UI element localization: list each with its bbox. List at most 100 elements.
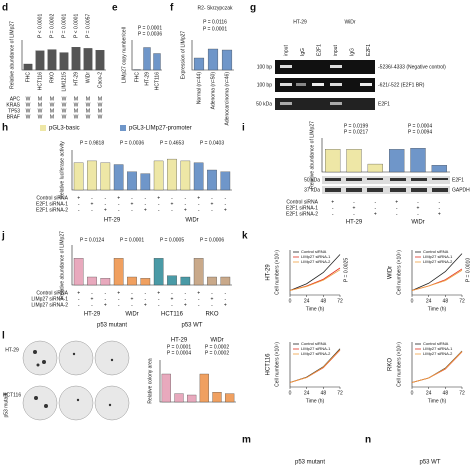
- axis: [159, 360, 236, 403]
- sign: -: [118, 207, 120, 213]
- marker: 100 bp: [257, 64, 273, 70]
- marker: 100 bp: [257, 82, 273, 88]
- sign: -: [91, 302, 93, 308]
- bar: [174, 393, 184, 403]
- status: W: [98, 114, 103, 120]
- sign: +: [184, 302, 187, 308]
- p-value: P = 0.0002: [205, 344, 229, 350]
- category: Caco-2: [97, 72, 103, 88]
- p-value: P = 0.0199: [344, 123, 368, 129]
- row-label: E2F1 siRNA-2: [286, 211, 318, 217]
- line: [411, 269, 463, 291]
- group: WiDr: [185, 218, 198, 224]
- sign: -: [104, 201, 106, 207]
- bar: [71, 47, 81, 71]
- sign: -: [78, 302, 80, 308]
- cell-line: HT-29: [293, 19, 307, 25]
- sign: -: [91, 195, 93, 201]
- p-value: P = 0.0001: [203, 26, 227, 32]
- sign: -: [224, 296, 226, 302]
- marker: 50 kDa: [256, 101, 272, 107]
- group: HT-29: [84, 312, 101, 318]
- legend-label: LIMp27 siRNA-2: [301, 351, 331, 356]
- x-tick-label: 24: [304, 390, 310, 396]
- sign: -: [131, 290, 133, 296]
- sign: -: [144, 290, 146, 296]
- sign: +: [91, 296, 94, 302]
- gene: BRAF: [7, 114, 20, 120]
- group: WiDr: [411, 220, 424, 226]
- p-value: P = 0.0002: [49, 14, 55, 38]
- sign: -: [184, 290, 186, 296]
- axis-label: Time (h): [306, 398, 325, 404]
- status: M: [86, 96, 90, 102]
- p-value: P = 0.0006: [200, 237, 224, 243]
- group: HT-29: [346, 220, 363, 226]
- sign: +: [224, 302, 227, 308]
- status: W: [26, 96, 31, 102]
- marker: 50 kDa: [304, 177, 320, 183]
- sign: -: [104, 195, 106, 201]
- x-tick-label: 24: [426, 298, 432, 304]
- lane: E2F1: [366, 44, 372, 56]
- sign: -: [224, 201, 226, 207]
- p-value: P = 0.0001: [61, 14, 67, 38]
- sign: +: [131, 201, 134, 207]
- sign: +: [224, 207, 227, 213]
- sign: +: [117, 195, 120, 201]
- x-tick-label: 72: [459, 390, 465, 396]
- sign: -: [104, 296, 106, 302]
- sign: +: [197, 195, 200, 201]
- bar: [212, 392, 222, 403]
- panel-label: k: [242, 231, 248, 242]
- x-tick-label: 48: [443, 390, 449, 396]
- axis: [321, 138, 450, 173]
- sign: -: [171, 195, 173, 201]
- sign: +: [77, 195, 80, 201]
- x-tick-label: 0: [411, 298, 414, 304]
- sign: +: [417, 205, 420, 211]
- sign: +: [438, 211, 441, 217]
- cell-line: HT-29: [5, 347, 19, 353]
- sign: -: [91, 290, 93, 296]
- sign: -: [104, 290, 106, 296]
- p-value: P = 0.0010: [465, 258, 471, 282]
- p-value: P = 0.0217: [344, 129, 368, 135]
- p-value: P = 0.0036: [138, 31, 162, 37]
- bar: [113, 258, 124, 286]
- bar: [83, 48, 93, 71]
- category: FHC: [25, 72, 31, 83]
- bar: [127, 276, 137, 286]
- bar: [207, 276, 217, 286]
- band-label: -5236/-4333 (Negative control): [378, 64, 446, 70]
- panel-label: m: [242, 435, 251, 446]
- x-tick-label: 48: [443, 298, 449, 304]
- category: Adenocarcinoma (n=46): [224, 72, 230, 126]
- row-label: Control siRNA: [36, 290, 68, 296]
- bar: [100, 162, 111, 191]
- status: W: [38, 108, 43, 114]
- axis-label: LIMp27 copy number/cell: [121, 27, 127, 83]
- axis-label: Relative abundance of LIMp27: [59, 231, 65, 299]
- bar: [87, 160, 97, 191]
- x-tick-label: 72: [459, 298, 465, 304]
- sign: -: [144, 201, 146, 207]
- title: R2- Skrzypczak: [197, 5, 233, 11]
- panel-label: h: [2, 123, 8, 134]
- p-value: P = 0.0002: [205, 350, 229, 356]
- sign: -: [332, 205, 334, 211]
- axis-label: Relative luciferase activity: [59, 141, 65, 199]
- sign: -: [158, 296, 160, 302]
- p-value: P = 0.9818: [80, 140, 104, 146]
- line: [289, 254, 341, 291]
- p-value: P = 0.0094: [408, 129, 432, 135]
- p-value: P = 0.0025: [343, 258, 349, 282]
- panel-label: g: [250, 3, 256, 14]
- category: HCT116: [37, 72, 43, 90]
- class: p53 mutant: [97, 323, 127, 329]
- status: M: [86, 108, 90, 114]
- sign: +: [171, 296, 174, 302]
- line: [411, 351, 463, 383]
- bar: [431, 165, 447, 173]
